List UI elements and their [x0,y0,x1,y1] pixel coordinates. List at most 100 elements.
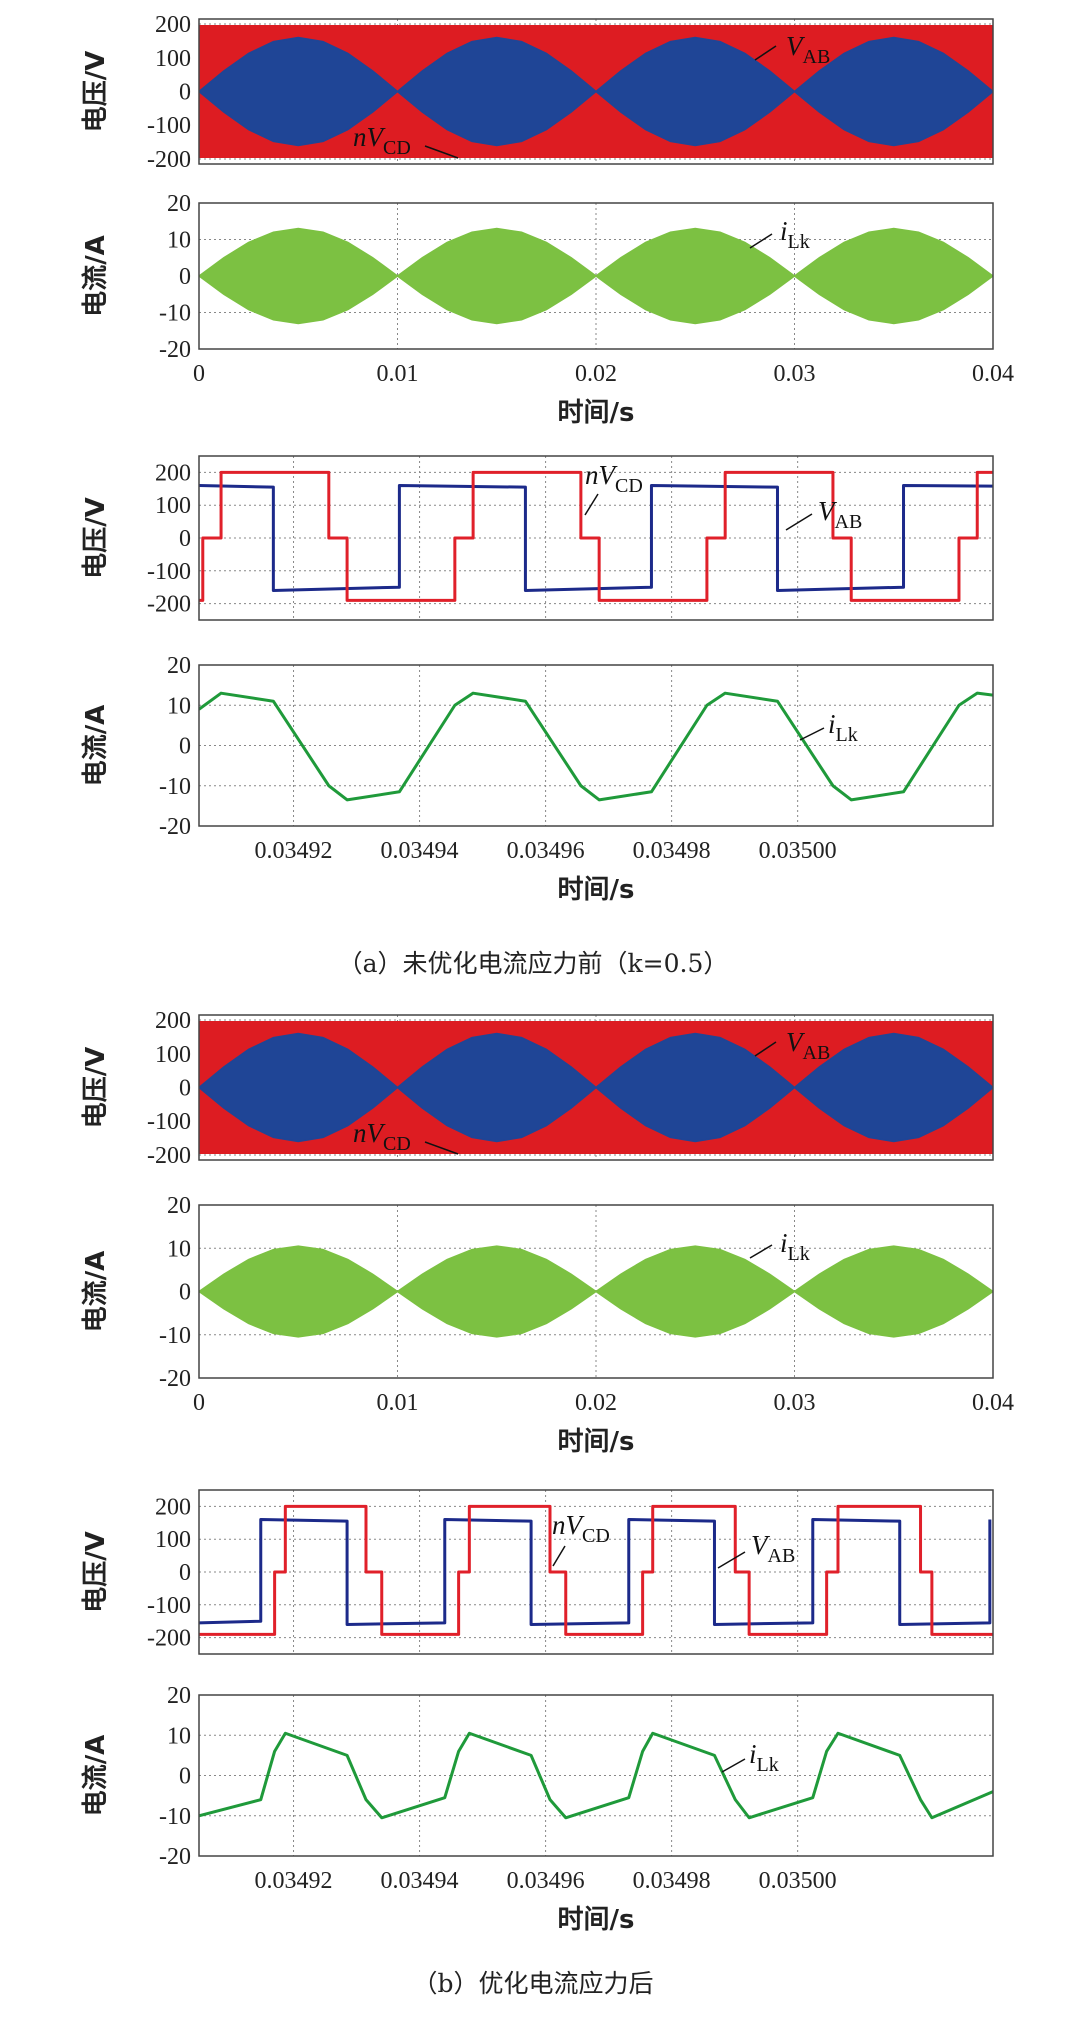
x-tick-label: 0.03 [774,361,816,387]
y-tick-label: -100 [147,559,191,585]
plot-frame [198,664,994,827]
y-tick-label: -20 [159,814,191,840]
y-tick-label: 20 [167,653,191,679]
x-tick-label: 0.02 [575,1390,617,1416]
series-label-sub: Lk [757,1754,779,1776]
y-tick-label: 20 [167,1193,191,1219]
x-tick-label: 0.03500 [759,1868,837,1894]
series-label: iLk [749,1739,779,1776]
y-tick-label: -20 [159,337,191,363]
x-axis-label: 时间/s [558,875,635,905]
leader-line [424,1141,459,1155]
plot-area [199,19,993,164]
x-tick-label: 0.03496 [507,1868,585,1894]
y-tick-label: 20 [167,1683,191,1709]
leader-line [749,1244,773,1259]
y-tick-label: 0 [179,1764,191,1790]
y-tick-label: 10 [167,1236,191,1262]
series-label-main: i [828,709,836,739]
y-tick-label: -20 [159,1366,191,1392]
x-tick-label: 0.02 [575,361,617,387]
envelope-area [199,1032,993,1143]
series-label: iLk [828,709,858,746]
waveform-line [199,1731,993,1820]
series-label: iLk [780,216,810,253]
y-tick-label: 100 [155,493,191,519]
y-tick-label: 100 [155,1527,191,1553]
x-axis-label: 时间/s [558,1905,635,1935]
plot-frame [198,202,994,350]
plot-area [199,1205,993,1378]
leader-line [749,233,773,249]
leader-line [721,1758,746,1773]
y-tick-label: 0 [179,264,191,290]
plot-area [199,1695,993,1856]
plot-frame [198,455,994,621]
y-tick-label: -200 [147,147,191,173]
y-tick-label: 0 [179,734,191,760]
plot-area [199,1015,993,1160]
series-label: nVCD [552,1510,610,1547]
y-axis-label: 电流/A [81,235,111,317]
y-tick-label: 0 [179,1280,191,1306]
y-tick-label: 200 [155,1494,191,1520]
series-label: VAB [818,496,862,533]
y-tick-label: -10 [159,1804,191,1830]
series-label-sub: AB [803,1042,831,1064]
x-tick-label: 0.03498 [633,838,711,864]
plot-frame [198,18,994,165]
plot-area [199,203,993,349]
plot-frame [198,1694,994,1857]
x-tick-label: 0.03492 [255,838,333,864]
y-tick-label: -10 [159,1323,191,1349]
series-label-sub: CD [383,137,411,159]
x-tick-label: 0 [193,361,205,387]
plot-area [199,1490,993,1654]
x-tick-label: 0.03494 [381,1868,459,1894]
plot-frame [198,1489,994,1655]
y-tick-label: 100 [155,1042,191,1068]
y-tick-label: -100 [147,113,191,139]
series-label: VAB [786,1027,830,1064]
y-axis-label: 电流/A [81,1735,111,1817]
waveform-line [199,691,993,802]
x-tick-label: 0.01 [377,361,419,387]
x-axis-label: 时间/s [558,1427,635,1457]
x-tick-label: 0.01 [377,1390,419,1416]
series-label-sub: CD [615,475,643,497]
y-tick-label: 0 [179,1076,191,1102]
x-axis-label: 时间/s [558,398,635,428]
series-label-main: i [780,216,788,246]
y-tick-label: -100 [147,1109,191,1135]
series-label: iLk [780,1228,810,1265]
caption: （b）优化电流应力后 [412,1969,653,1998]
x-tick-label: 0.03500 [759,838,837,864]
series-label-main: nV [552,1510,586,1540]
y-tick-label: 100 [155,46,191,72]
envelope-area [199,227,993,325]
waveform-line [199,1504,993,1636]
y-tick-label: 10 [167,693,191,719]
leader-line [552,1545,566,1567]
series-label-sub: AB [835,511,863,533]
leader-line [424,145,459,159]
series-label: nVCD [585,460,643,497]
series-label-sub: CD [383,1133,411,1155]
y-tick-label: 0 [179,80,191,106]
x-tick-label: 0.03492 [255,1868,333,1894]
x-tick-label: 0.03498 [633,1868,711,1894]
series-label-main: nV [585,460,619,490]
waveform-line [199,484,993,592]
y-tick-label: -200 [147,592,191,618]
y-axis-label: 电流/A [81,1251,111,1333]
envelope-area [199,36,993,147]
y-tick-label: -20 [159,1844,191,1870]
y-tick-label: 0 [179,1560,191,1586]
series-label: VAB [751,1530,795,1567]
series-label-sub: Lk [788,231,810,253]
y-tick-label: -10 [159,774,191,800]
series-label: VAB [786,31,830,68]
series-label-main: i [780,1228,788,1258]
leader-line [584,493,599,516]
